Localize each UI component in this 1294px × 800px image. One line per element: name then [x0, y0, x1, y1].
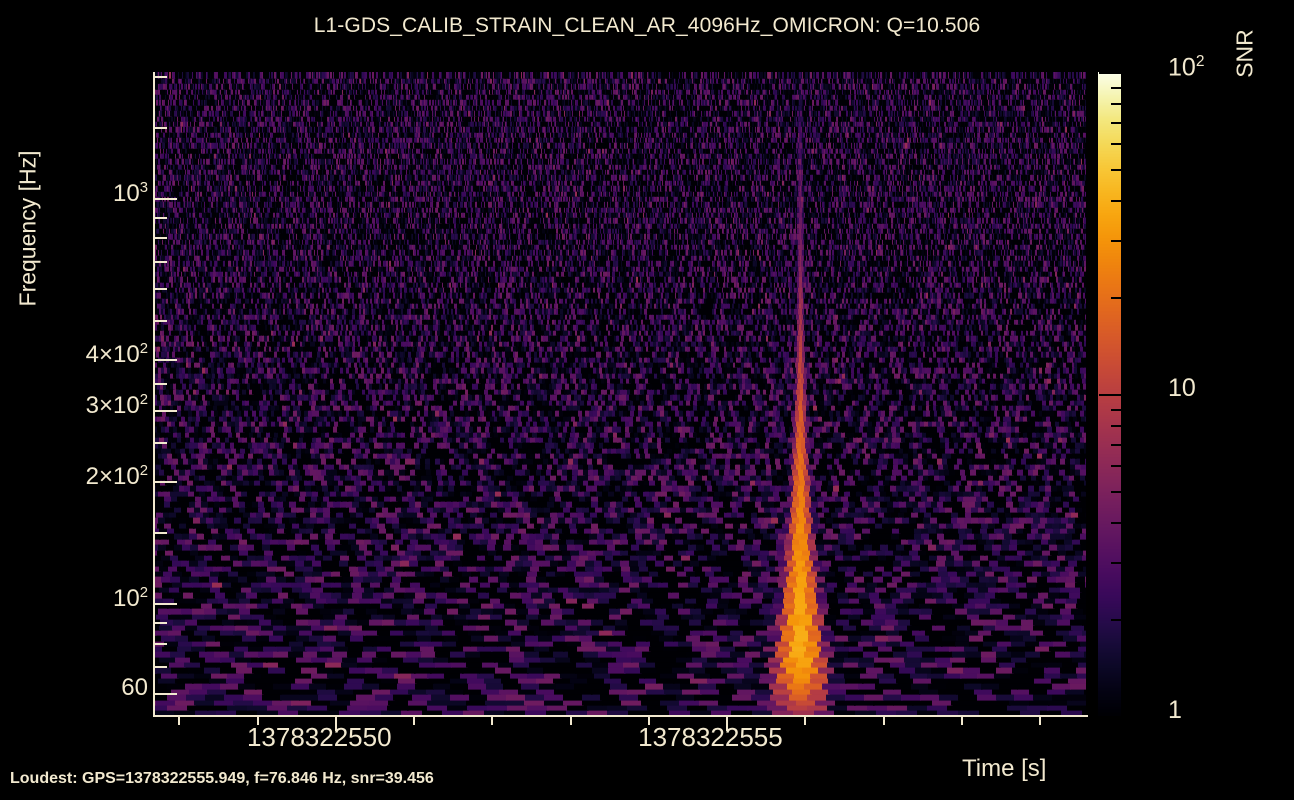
colorbar-tick-major	[1099, 394, 1121, 396]
y-tick-minor	[155, 621, 167, 624]
y-tick-minor	[155, 76, 167, 79]
y-tick-major	[155, 359, 177, 362]
y-axis-spine	[153, 72, 155, 717]
y-tick-label: 60	[121, 674, 148, 702]
colorbar-tick-minor	[1111, 465, 1121, 468]
y-tick-major	[155, 198, 177, 201]
colorbar-tick-minor	[1111, 425, 1121, 428]
y-tick-minor	[155, 320, 167, 323]
y-tick-label: 102	[113, 585, 148, 613]
x-tick-minor	[647, 715, 650, 725]
x-axis-spine	[153, 715, 1088, 717]
y-tick-minor	[155, 442, 167, 445]
colorbar-tick-minor	[1111, 443, 1121, 446]
page-title: L1-GDS_CALIB_STRAIN_CLEAN_AR_4096Hz_OMIC…	[313, 14, 981, 37]
x-tick-label: 1378322555	[638, 722, 783, 752]
colorbar-tick-minor	[1111, 240, 1121, 243]
x-tick-major	[726, 715, 729, 731]
x-tick-minor	[960, 715, 963, 725]
x-tick-minor	[1039, 715, 1042, 725]
y-tick-minor	[155, 642, 167, 645]
y-tick-minor	[155, 666, 167, 669]
x-tick-major	[334, 715, 337, 731]
x-tick-minor	[178, 715, 181, 725]
colorbar-tick-minor	[1111, 408, 1121, 411]
colorbar-tick-minor	[1111, 490, 1121, 493]
spectrogram-plot-area[interactable]	[155, 72, 1086, 715]
x-tick-minor	[804, 715, 807, 725]
y-tick-minor	[155, 237, 167, 240]
y-tick-major	[155, 409, 177, 412]
y-tick-label: 103	[113, 180, 148, 208]
y-tick-minor	[155, 382, 167, 385]
x-tick-minor	[413, 715, 416, 725]
x-tick-label: 1378322550	[246, 722, 392, 752]
colorbar-tick-minor	[1111, 200, 1121, 203]
loudest-event-caption: Loudest: GPS=1378322555.949, f=76.846 Hz…	[10, 770, 434, 787]
colorbar-tick-label: 10	[1168, 374, 1196, 402]
y-tick-major	[155, 481, 177, 484]
y-tick-label: 4×102	[85, 341, 148, 369]
colorbar-tick-minor	[1111, 168, 1121, 171]
y-tick-major	[155, 693, 177, 696]
colorbar-tick-minor	[1111, 562, 1121, 565]
y-tick-minor	[155, 288, 167, 291]
colorbar-tick-minor	[1111, 297, 1121, 300]
colorbar-tick-label: 102	[1168, 53, 1205, 82]
spectrogram-image	[155, 72, 1086, 715]
x-tick-minor	[256, 715, 259, 725]
x-tick-minor	[882, 715, 885, 725]
x-tick-minor	[569, 715, 572, 725]
y-axis-title: Frequency [Hz]	[14, 150, 41, 307]
colorbar-tick-minor	[1111, 619, 1121, 622]
y-tick-minor	[155, 260, 167, 263]
colorbar-tick-minor	[1111, 86, 1121, 89]
colorbar-tick-minor	[1111, 522, 1121, 525]
y-tick-minor	[155, 531, 167, 534]
colorbar-title: SNR	[1231, 29, 1258, 78]
y-tick-label: 2×102	[85, 463, 148, 491]
colorbar-tick-minor	[1111, 143, 1121, 146]
y-tick-major	[155, 603, 177, 606]
colorbar-tick-major	[1099, 72, 1121, 74]
x-axis-title: Time [s]	[962, 755, 1047, 782]
colorbar-tick-label: 1	[1168, 696, 1182, 724]
colorbar-tick-minor	[1111, 121, 1121, 124]
x-tick-minor	[491, 715, 494, 725]
colorbar-tick-minor	[1111, 103, 1121, 106]
y-tick-minor	[155, 126, 167, 129]
y-tick-minor	[155, 216, 167, 219]
y-tick-label: 3×102	[85, 391, 148, 419]
